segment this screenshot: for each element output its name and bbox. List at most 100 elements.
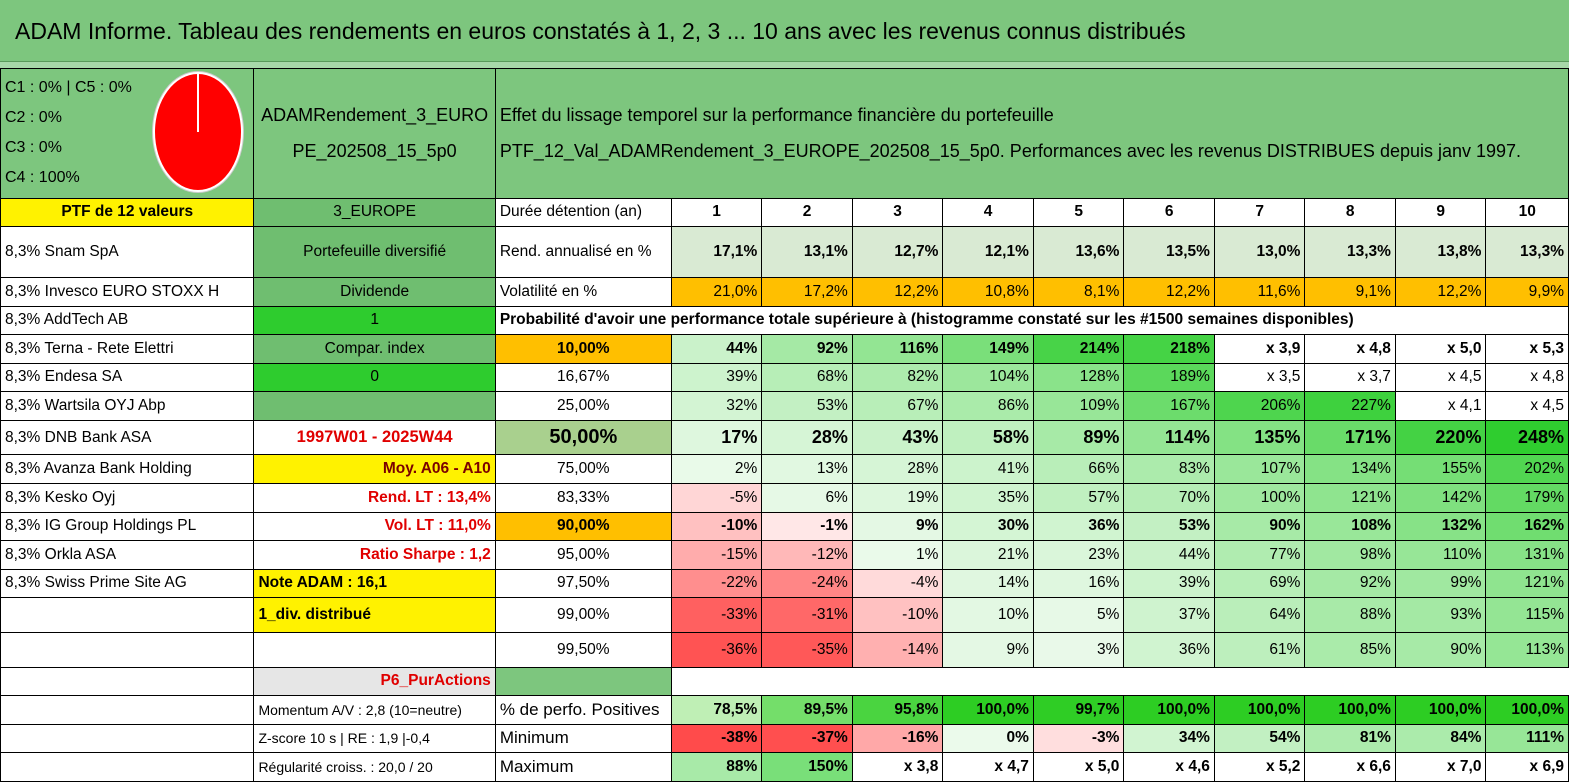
minimum-value: -3% [1032, 723, 1125, 754]
composition-c1-c5: C1 : 0% | C5 : 0% [5, 79, 132, 96]
vol-value: 9,1% [1304, 277, 1396, 307]
quantile-label: 95,00% [494, 540, 672, 570]
year-header: 5 [1032, 197, 1125, 228]
maximum-value: x 6,9 [1485, 752, 1569, 782]
quantile-value: 149% [942, 334, 1034, 364]
quantile-value: 248% [1485, 419, 1569, 456]
quantile-value: 9% [851, 511, 944, 542]
vol-value: 11,6% [1213, 277, 1306, 307]
composition-pie-chart [153, 72, 244, 192]
vol-value: 8,1% [1032, 277, 1125, 307]
quantile-value: 9% [942, 631, 1034, 668]
quantile-value: 53% [1123, 511, 1215, 542]
positives-value: 95,8% [851, 695, 944, 725]
quantile-value: 90% [1394, 631, 1487, 668]
minimum-label: Minimum [494, 723, 672, 754]
quantile-value: 44% [670, 334, 763, 364]
quantile-value: 100% [1213, 483, 1306, 513]
quantile-value: x 5,3 [1485, 334, 1569, 364]
quantile-value: 3% [1032, 631, 1125, 668]
description-line2: PTF_12_Val_ADAMRendement_3_EUROPE_202508… [499, 141, 1522, 162]
holding-item: 8,3% DNB Bank ASA [0, 419, 255, 456]
title-separator [0, 62, 1569, 68]
maximum-value: x 4,7 [942, 752, 1034, 782]
quantile-value: 36% [1032, 511, 1125, 542]
quantile-value: 39% [1123, 568, 1215, 599]
positives-value: 100,0% [1304, 695, 1396, 725]
info-empty [253, 631, 496, 668]
positives-value: 89,5% [761, 695, 853, 725]
holding-item: 8,3% Swiss Prime Site AG [0, 568, 255, 599]
quantile-value: 92% [761, 334, 853, 364]
quantile-value: 113% [1485, 631, 1569, 668]
quantile-value: 134% [1304, 454, 1396, 485]
quantile-value: 128% [1032, 362, 1125, 393]
year-header: 3 [851, 197, 944, 228]
quantile-value: 88% [1304, 597, 1396, 633]
holding-empty [0, 723, 255, 754]
quantile-label: 16,67% [494, 362, 672, 393]
quantile-value: 32% [670, 391, 763, 421]
holding-empty [0, 752, 255, 782]
quantile-value: 121% [1304, 483, 1396, 513]
quantile-value: -35% [761, 631, 853, 668]
minimum-value: -16% [851, 723, 944, 754]
quantile-value: -12% [761, 540, 853, 570]
quantile-value: 30% [942, 511, 1034, 542]
quantile-value: 10% [942, 597, 1034, 633]
quantile-value: -10% [670, 511, 763, 542]
maximum-value: x 5,0 [1032, 752, 1125, 782]
quantile-value: 135% [1213, 419, 1306, 456]
info-dividende: Dividende [253, 277, 496, 307]
probability-title: Probabilité d'avoir une performance tota… [494, 305, 1569, 336]
spacer-cell [671, 667, 1568, 696]
quantile-value: -24% [761, 568, 853, 599]
rend-label: Rend. annualisé en % [494, 226, 672, 279]
info-zero: 0 [253, 362, 496, 393]
year-header: 4 [942, 197, 1034, 228]
quantile-value: 39% [670, 362, 763, 393]
quantile-value: -36% [670, 631, 763, 668]
quantile-value: 121% [1485, 568, 1569, 599]
quantile-value: 19% [851, 483, 944, 513]
info-empty [253, 391, 496, 421]
holding-empty [0, 666, 255, 697]
quantile-value: -5% [670, 483, 763, 513]
quantile-value: 37% [1123, 597, 1215, 633]
quantile-value: 64% [1213, 597, 1306, 633]
quantile-value: 110% [1394, 540, 1487, 570]
quantile-value: 93% [1394, 597, 1487, 633]
quantile-value: x 3,7 [1304, 362, 1396, 393]
quantile-label: 99,50% [494, 631, 672, 668]
quantile-value: 6% [761, 483, 853, 513]
duree-label: Durée détention (an) [494, 197, 672, 228]
quantile-value: 68% [761, 362, 853, 393]
vol-label: Volatilité en % [494, 277, 672, 307]
year-header: 2 [761, 197, 853, 228]
year-header: 10 [1485, 197, 1569, 228]
positives-value: 100,0% [1123, 695, 1215, 725]
quantile-label: 99,00% [494, 597, 672, 633]
quantile-value: 2% [670, 454, 763, 485]
holding-item: 8,3% Kesko Oyj [0, 483, 255, 513]
quantile-value: 66% [1032, 454, 1125, 485]
holding-item: 8,3% Wartsila OYJ Abp [0, 391, 255, 421]
minimum-value: -37% [761, 723, 853, 754]
quantile-value: x 3,9 [1213, 334, 1306, 364]
quantile-label: 75,00% [494, 454, 672, 485]
composition-c3: C3 : 0% [5, 139, 62, 156]
quantile-value: 132% [1394, 511, 1487, 542]
quantile-value: 179% [1485, 483, 1569, 513]
quantile-value: 61% [1213, 631, 1306, 668]
quantile-value: x 3,5 [1213, 362, 1306, 393]
quantile-value: 85% [1304, 631, 1396, 668]
vol-value: 10,8% [942, 277, 1034, 307]
quantile-value: 69% [1213, 568, 1306, 599]
portfolio-name-line1: ADAMRendement_3_EURO [261, 105, 489, 126]
vol-value: 21,0% [670, 277, 763, 307]
info-momentum: Momentum A/V : 2,8 (10=neutre) [253, 695, 496, 725]
quantile-value: 108% [1304, 511, 1396, 542]
quantile-value: 171% [1304, 419, 1396, 456]
holding-item: 8,3% Snam SpA [0, 226, 255, 279]
positives-label: % de perfo. Positives [494, 695, 672, 725]
